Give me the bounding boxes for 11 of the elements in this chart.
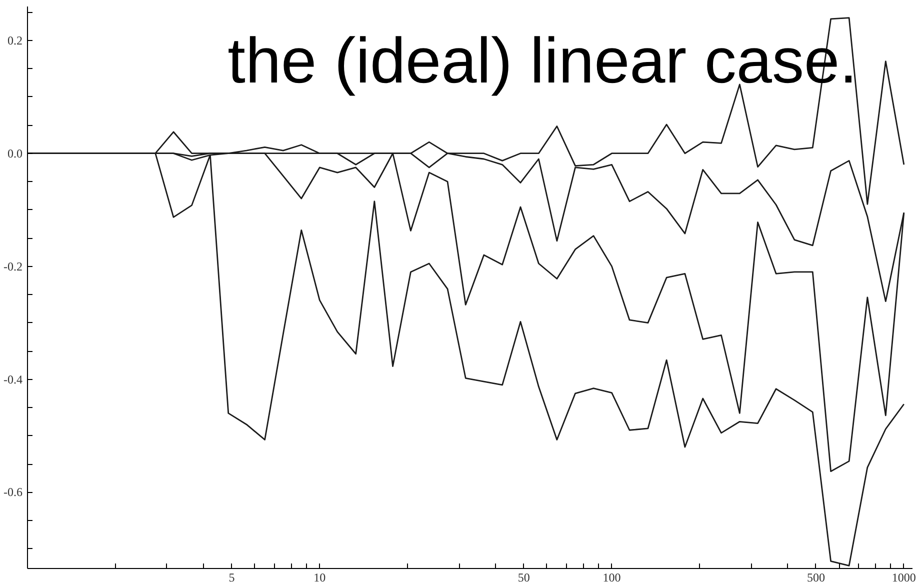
x-tick-label: 500 xyxy=(806,570,825,584)
y-tick-label: -0.4 xyxy=(4,372,23,386)
y-tick-label: 0.0 xyxy=(8,146,22,160)
y-tick-label: -0.2 xyxy=(4,259,23,274)
x-tick-label: 50 xyxy=(518,570,530,584)
y-tick-label: 0.2 xyxy=(8,33,22,48)
x-tick-label: 10 xyxy=(314,570,326,584)
y-tick-label: -0.6 xyxy=(4,485,23,500)
x-tick-label: 100 xyxy=(602,570,621,584)
x-tick-label: 5 xyxy=(228,570,235,584)
x-tick-label: 1000 xyxy=(892,570,916,584)
